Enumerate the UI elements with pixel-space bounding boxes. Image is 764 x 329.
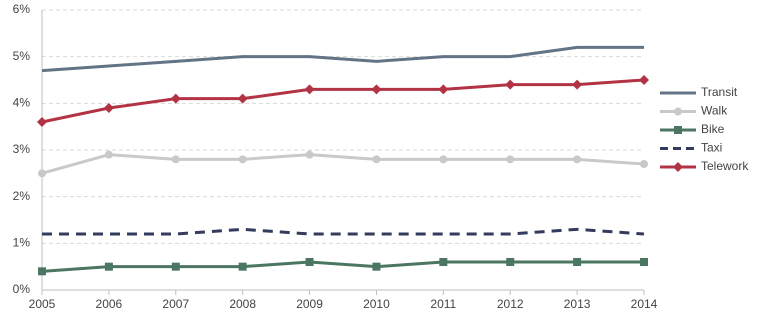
point — [38, 267, 46, 276]
point — [104, 262, 113, 271]
point — [639, 75, 649, 85]
point — [103, 103, 114, 113]
series-line — [41, 78, 645, 124]
x-tick-label: 2005 — [29, 297, 56, 311]
point — [305, 258, 314, 266]
point — [372, 262, 381, 271]
point — [372, 155, 381, 164]
x-tick-label: 2012 — [497, 297, 524, 311]
point — [505, 79, 516, 90]
point — [37, 117, 47, 127]
point — [674, 126, 682, 134]
x-tick-label: 2013 — [564, 297, 591, 311]
point — [439, 258, 448, 266]
x-tick-label: 2010 — [363, 297, 390, 311]
point — [640, 160, 648, 168]
x-tick-label: 2009 — [296, 297, 323, 311]
y-tick-label: 6% — [13, 2, 31, 16]
y-tick-label: 1% — [13, 236, 31, 250]
legend-label: Transit — [701, 85, 738, 99]
point — [673, 162, 683, 172]
point — [171, 262, 180, 271]
legend-label: Telework — [701, 159, 749, 173]
legend-label: Walk — [701, 104, 728, 118]
point — [438, 84, 449, 95]
y-tick-label: 4% — [13, 96, 31, 110]
y-tick-label: 0% — [13, 282, 31, 296]
point — [171, 155, 180, 164]
x-tick-label: 2006 — [96, 297, 123, 311]
series-line — [41, 260, 644, 273]
point — [439, 155, 448, 164]
series-line — [41, 45, 644, 73]
series-line — [42, 227, 645, 236]
point — [371, 84, 382, 95]
y-tick-label: 2% — [13, 189, 31, 203]
legend-label: Taxi — [701, 141, 722, 155]
point — [640, 258, 648, 266]
y-tick-label: 5% — [13, 49, 31, 63]
y-tick-label: 3% — [13, 142, 31, 156]
point — [170, 93, 181, 104]
point — [304, 84, 315, 95]
x-tick-label: 2007 — [162, 297, 189, 311]
point — [506, 258, 515, 266]
point — [572, 79, 583, 90]
point — [104, 150, 113, 159]
series-line — [41, 153, 645, 175]
point — [506, 155, 515, 164]
legend-label: Bike — [701, 122, 725, 136]
point — [238, 155, 247, 164]
point — [38, 169, 46, 178]
x-tick-label: 2014 — [631, 297, 658, 311]
point — [305, 150, 314, 159]
point — [573, 258, 582, 266]
x-tick-label: 2008 — [229, 297, 256, 311]
point — [573, 155, 582, 164]
point — [238, 262, 247, 271]
x-tick-label: 2011 — [430, 297, 456, 311]
point — [674, 107, 682, 116]
point — [237, 93, 248, 104]
